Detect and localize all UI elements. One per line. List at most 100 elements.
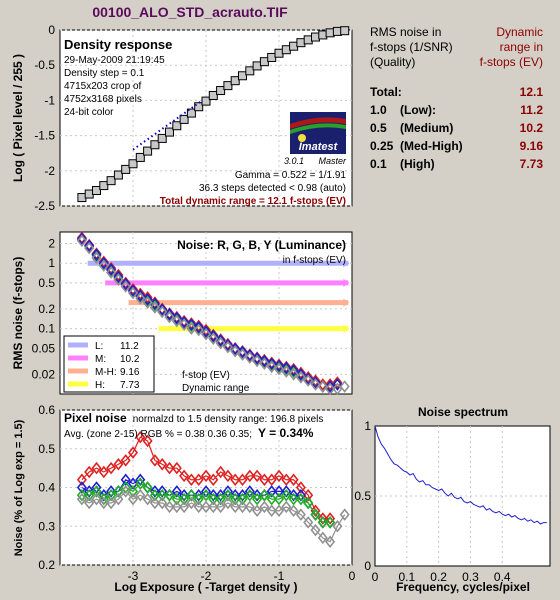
pixel-red-marker: [317, 512, 328, 525]
pixel-gray-marker: [259, 500, 270, 514]
table-row-3-quality: (Med-High): [400, 139, 463, 153]
pixel-gray-marker: [273, 504, 285, 518]
table-col2-header-1: Dynamic: [496, 25, 543, 39]
table-col1-header-1: RMS noise in: [370, 25, 441, 39]
pixel-red-marker: [230, 473, 241, 487]
pixel-text-line1: Pixel noise normalzd to 1.5 density range…: [64, 411, 323, 425]
pixel-red-marker: [237, 473, 248, 487]
pixel-gray-marker: [266, 504, 277, 518]
rms-gray-marker: [325, 382, 336, 396]
pixel-green-marker: [259, 488, 270, 502]
rms-blue-marker: [252, 352, 263, 365]
rms-gray-marker: [303, 374, 314, 387]
rms-gray-marker: [310, 378, 321, 391]
pixel-blue-marker: [106, 485, 117, 498]
pixel-gray-marker: [135, 488, 146, 502]
rms-gray-marker: [84, 241, 95, 255]
rms-blue-marker: [273, 359, 285, 373]
rms-blue-marker: [91, 248, 102, 261]
pixel-green-marker: [157, 488, 168, 502]
rms-gray-marker: [193, 323, 204, 337]
pixel-blue-marker: [252, 488, 263, 502]
pixel-gray-marker: [295, 508, 306, 521]
pixel-gray-marker: [157, 496, 168, 510]
density-step-marker: [230, 76, 240, 86]
rms-marks: [76, 231, 350, 396]
density-ylabel: Log ( Pixel level / 255 ): [11, 54, 25, 182]
rms-ytick-label: 0.02: [32, 367, 56, 381]
density-step-marker: [165, 127, 174, 137]
rms-band-arrow: [343, 278, 350, 287]
rms-gray-marker: [230, 345, 241, 358]
density-step-marker: [121, 164, 131, 174]
pixel-red-marker: [106, 461, 117, 475]
version-number: 3.0.1: [284, 156, 304, 166]
density-step-marker: [259, 57, 269, 67]
pixel-green-marker: [84, 488, 95, 502]
rms-gray-marker: [76, 234, 87, 248]
rms-blue-marker: [106, 263, 117, 276]
spectrum-line: [374, 425, 547, 525]
rms-ylabel: RMS noise (f-stops): [11, 257, 25, 370]
table-col2-header-2: range in: [500, 40, 543, 54]
pixel-green-marker: [98, 492, 109, 506]
pixel-y-text: Y = 0.34%: [258, 426, 314, 440]
pixel-gray-marker: [171, 500, 182, 514]
pixel-blue-marker: [149, 485, 160, 498]
spectrum-ytick-label: 0.5: [354, 489, 371, 503]
rms-gray-marker: [237, 348, 248, 361]
rms-ytick-label: 2: [48, 237, 55, 251]
spectrum-xtick-label: 0.2: [430, 570, 447, 584]
pixel-green-marker: [273, 492, 285, 506]
rms-note-1: f-stop (EV): [182, 370, 230, 381]
pixel-red-marker: [164, 461, 175, 475]
pixel-green-marker: [295, 492, 306, 506]
pixel-gray-marker: [339, 508, 350, 521]
rms-red-marker: [332, 376, 343, 389]
pixel-yticks: 0.6 0.5 0.4 0.3 0.2: [38, 403, 55, 572]
rms-gray-marker: [157, 305, 168, 319]
pixel-blue-marker: [98, 488, 109, 502]
gamma-fit-line: [132, 99, 203, 151]
density-step-marker: [281, 45, 291, 55]
rms-gray-marker: [120, 280, 131, 293]
pixel-red-marker: [244, 469, 255, 483]
pixel-gray-marker: [325, 535, 336, 549]
rms-gray-marker: [91, 251, 102, 265]
pixel-green-marker: [288, 492, 299, 506]
rms-gray-marker: [208, 332, 219, 346]
density-step-marker: [245, 66, 255, 76]
pixel-green-marker: [222, 488, 233, 502]
rms-legend: L: 11.2 M: 10.2M-H: 9.16 H: 7.73: [63, 335, 155, 393]
rms-gray-marker: [142, 296, 153, 309]
pixel-blue-marker: [135, 473, 146, 487]
rms-gray-marker: [186, 322, 197, 335]
pixel-ytick-label: 0.6: [38, 403, 55, 417]
rms-red-marker: [106, 261, 117, 275]
spectrum-xtick-label: 0: [372, 570, 379, 584]
pixel-blue-marker: [266, 485, 277, 498]
rms-blue-marker: [259, 354, 270, 368]
rms-gray-marker: [222, 340, 233, 354]
logo-text: Imatest: [299, 141, 339, 153]
rms-blue-marker: [142, 293, 153, 306]
pixel-gray-marker: [215, 500, 226, 514]
spectrum-xlabel: Frequency, cycles/pixel: [396, 580, 530, 594]
pixel-green-marker: [237, 492, 248, 506]
rms-blue-marker: [84, 239, 95, 253]
pixel-xtick-label: -3: [128, 569, 139, 583]
density-ytick-label: -1.5: [34, 129, 55, 143]
spectrum-ytick-label: 1: [364, 419, 371, 433]
pixel-red-marker: [179, 469, 190, 483]
density-ytick-label: -1: [44, 93, 55, 107]
density-step-marker: [186, 108, 196, 118]
rms-blue-marker: [164, 308, 175, 321]
rms-blue-marker: [127, 284, 139, 297]
pixel-red-marker: [171, 461, 182, 475]
rms-gray-marker: [149, 301, 160, 314]
pixel-ylabel: Noise (% of Log exp = 1.5): [13, 419, 25, 556]
rms-gray-marker: [273, 362, 285, 376]
pixel-gray-marker: [179, 500, 190, 514]
density-yticks: 0 -0.5 -1 -1.5 -2 -2.5: [34, 23, 55, 213]
